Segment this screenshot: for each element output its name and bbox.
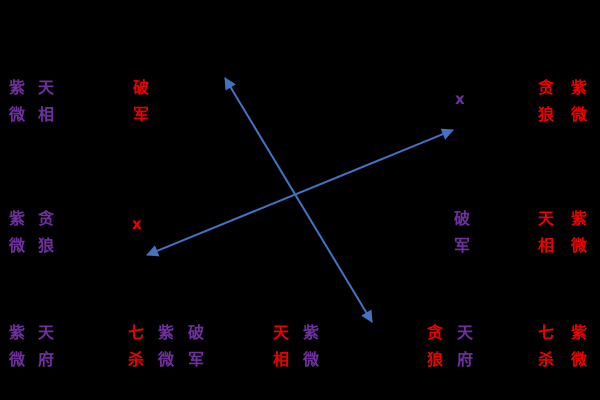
star-mid-left-tanlang: 贪 狼 [37, 209, 54, 255]
star-mid-right-ziwei: 紫 微 [570, 209, 587, 255]
star-bottom-ziwei: 紫 微 [157, 323, 174, 369]
star-bottom-left-tianfu: 天 府 [37, 323, 54, 369]
star-mid-right-tianxiang: 天 相 [537, 209, 554, 255]
star-top-right-ziwei: 紫 微 [570, 78, 587, 124]
star-top-pojun: 破 军 [132, 78, 149, 124]
star-bottom-left-ziwei: 紫 微 [8, 323, 25, 369]
star-bottom-right-tianfu: 天 府 [456, 323, 473, 369]
star-bottom-far-qisha: 七 杀 [537, 323, 554, 369]
star-bottom-mid-ziwei: 紫 微 [302, 323, 319, 369]
star-mid-left-ziwei: 紫 微 [8, 209, 25, 255]
marker-cross-top-right: x [455, 90, 465, 108]
star-top-left-tianxiang: 天 相 [37, 78, 54, 124]
star-bottom-mid-tianxiang: 天 相 [272, 323, 289, 369]
star-bottom-qisha: 七 杀 [127, 323, 144, 369]
star-top-right-tanlang: 贪 狼 [537, 78, 554, 124]
arrow-shallow [146, 128, 454, 257]
star-top-left-ziwei: 紫 微 [8, 78, 25, 124]
star-mid-pojun: 破 军 [453, 209, 470, 255]
star-bottom-right-tanlang: 贪 狼 [426, 323, 443, 369]
star-bottom-pojun: 破 军 [187, 323, 204, 369]
arrow-steep [224, 77, 373, 323]
star-bottom-far-ziwei: 紫 微 [570, 323, 587, 369]
marker-cross-mid-left: x [132, 215, 142, 233]
